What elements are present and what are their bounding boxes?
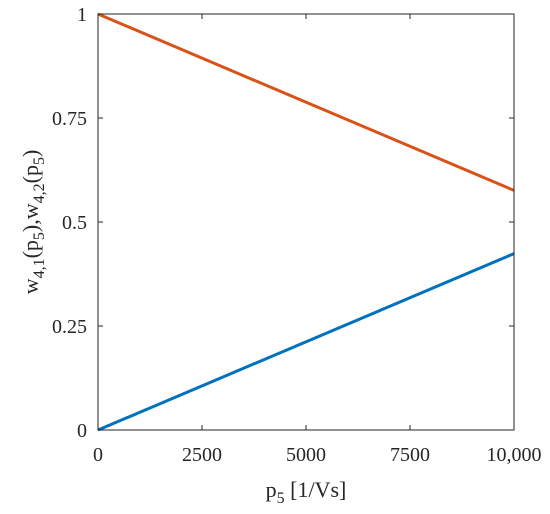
y-tick-label: 0.25 (52, 316, 87, 338)
y-tick-label: 0 (77, 420, 87, 442)
y-tick-label: 1 (77, 4, 87, 26)
x-tick-label: 5000 (286, 444, 326, 466)
x-tick-label: 0 (93, 444, 103, 466)
series-layer (97, 12, 515, 432)
axes-layer (97, 13, 515, 431)
y-tick-label: 0.5 (62, 212, 87, 234)
y-axis-title: w4,1(p5),w4,2(p5) (18, 150, 48, 295)
plot-area (98, 14, 514, 430)
series-line-2 (97, 12, 515, 192)
plot-background (98, 14, 514, 430)
y-tick-label: 0.75 (52, 108, 87, 130)
x-tick-label: 10,000 (487, 444, 542, 466)
x-tick-label: 2500 (182, 444, 222, 466)
x-axis-title: p5 [1/Vs] (266, 477, 347, 507)
x-tick-label: 7500 (390, 444, 430, 466)
labels-layer: 0 2500 5000 7500 10,000 0 0.25 0.5 0.75 1 p5 [1/Vs… (18, 4, 542, 507)
series-line-1 (97, 252, 515, 432)
